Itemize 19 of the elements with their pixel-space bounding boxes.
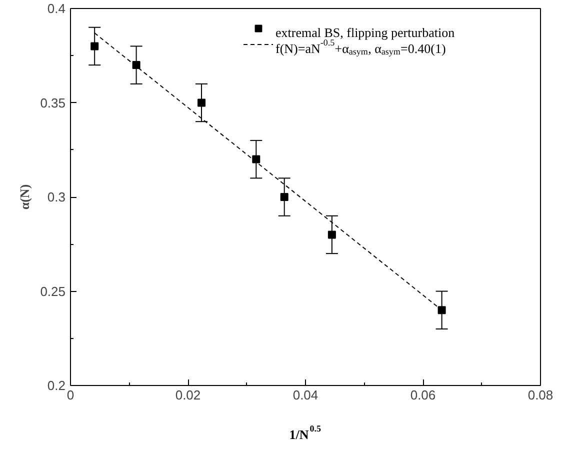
point xyxy=(132,61,140,70)
point xyxy=(90,42,99,50)
y-axis-title: α(N) xyxy=(17,184,32,210)
y-tick-label: 0.25 xyxy=(40,284,66,299)
x-tick-label: 0.06 xyxy=(410,388,436,402)
x-tick-label: 0.08 xyxy=(528,388,554,402)
legend-label: extremal BS, flipping perturbation xyxy=(276,25,456,40)
y-tick-label: 0.4 xyxy=(47,1,66,16)
x-tick-label: 0.04 xyxy=(292,388,318,402)
point xyxy=(280,193,288,201)
y-tick-label: 0.35 xyxy=(40,95,66,110)
point xyxy=(438,306,446,314)
y-tick-label: 0.3 xyxy=(47,190,66,204)
x-tick-label: 0 xyxy=(66,388,74,402)
point xyxy=(328,230,336,239)
x-tick-label: 0.02 xyxy=(175,388,201,402)
y-tick-label: 0.2 xyxy=(47,378,66,393)
point xyxy=(198,98,206,107)
point xyxy=(252,155,260,164)
